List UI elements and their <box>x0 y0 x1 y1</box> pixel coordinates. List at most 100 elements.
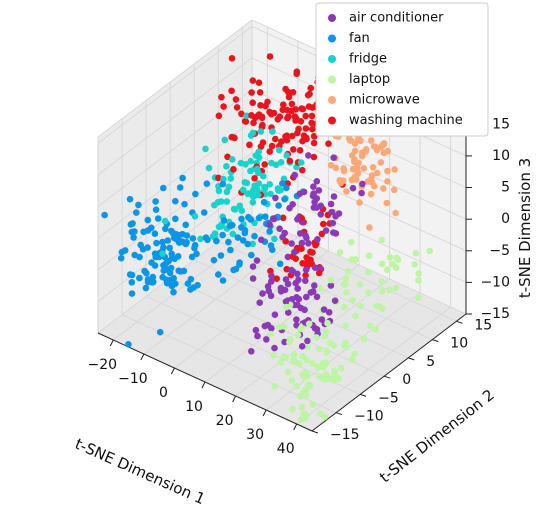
data-point <box>248 251 255 259</box>
data-point <box>380 185 387 192</box>
data-point <box>160 184 167 192</box>
data-point <box>262 102 269 110</box>
data-point <box>160 262 167 269</box>
data-point <box>223 198 231 205</box>
data-point <box>349 297 357 304</box>
data-point <box>125 341 132 348</box>
data-point <box>320 306 328 313</box>
data-point <box>311 198 318 206</box>
data-point <box>133 209 140 216</box>
data-point <box>156 328 164 336</box>
data-point <box>230 205 238 213</box>
data-point <box>168 250 175 258</box>
data-point <box>271 311 279 319</box>
data-point <box>310 153 318 161</box>
data-point <box>297 159 305 166</box>
data-point <box>294 216 301 223</box>
data-point <box>314 236 321 243</box>
data-point <box>172 197 179 205</box>
data-point <box>276 323 283 331</box>
data-point <box>228 87 235 95</box>
data-point <box>305 103 313 110</box>
data-point <box>378 260 386 268</box>
x-axis-label: t-SNE Dimension 1 <box>72 435 208 509</box>
data-point <box>266 181 274 188</box>
y-tick <box>384 375 391 379</box>
data-point <box>255 214 263 222</box>
data-point <box>252 326 260 334</box>
data-points <box>101 53 434 423</box>
data-point <box>164 237 171 244</box>
data-point <box>313 178 321 185</box>
data-point <box>189 235 197 242</box>
data-point <box>325 309 333 316</box>
data-point <box>298 239 306 247</box>
data-point <box>126 195 134 203</box>
data-point <box>305 152 312 159</box>
data-point <box>144 216 152 224</box>
x-tick-label: −10 <box>118 371 148 387</box>
data-point <box>391 166 398 173</box>
data-point <box>179 174 186 182</box>
x-tick-label: 0 <box>159 385 168 401</box>
data-point <box>271 235 278 243</box>
data-point <box>367 176 375 184</box>
data-point <box>220 103 227 110</box>
data-point <box>130 234 137 241</box>
data-point <box>144 227 152 234</box>
data-point <box>345 267 352 275</box>
data-point <box>318 316 326 323</box>
data-point <box>238 110 245 118</box>
x-tick-label: −20 <box>88 357 118 373</box>
data-point <box>296 230 304 237</box>
y-tick <box>311 430 319 434</box>
data-point <box>213 237 220 245</box>
data-point <box>253 165 261 173</box>
data-point <box>231 134 238 142</box>
data-point <box>365 268 372 276</box>
data-point <box>255 79 263 86</box>
data-point <box>223 188 231 196</box>
data-point <box>269 128 276 135</box>
legend-label: washing machine <box>349 113 463 128</box>
data-point <box>251 232 258 240</box>
data-point <box>292 115 300 122</box>
data-point <box>234 234 242 241</box>
data-point <box>414 294 422 301</box>
legend-box <box>315 2 489 137</box>
data-point <box>128 290 136 297</box>
data-point <box>380 141 388 148</box>
data-point <box>288 377 296 384</box>
data-point <box>281 195 288 203</box>
data-point <box>135 201 142 209</box>
legend-marker <box>328 75 336 84</box>
data-point <box>297 325 305 333</box>
data-point <box>302 277 309 285</box>
y-tick-label: −15 <box>330 427 360 443</box>
data-point <box>239 186 247 194</box>
y-axis-line <box>311 313 467 432</box>
data-point <box>268 325 275 332</box>
data-point <box>368 137 375 144</box>
data-point <box>219 231 226 239</box>
data-point <box>248 348 255 355</box>
data-point <box>369 164 377 171</box>
data-point <box>316 410 324 418</box>
data-point <box>349 356 356 364</box>
data-point <box>313 334 320 341</box>
data-point <box>187 275 195 283</box>
data-point <box>304 91 312 99</box>
data-point <box>256 89 264 96</box>
data-point <box>288 100 296 108</box>
data-point <box>263 336 270 343</box>
z-tick-label: −5 <box>489 243 510 259</box>
data-point <box>247 157 254 165</box>
grid-line-z-left <box>97 25 253 144</box>
data-point <box>286 157 294 165</box>
data-point <box>313 204 320 211</box>
data-point <box>215 187 223 195</box>
data-point <box>264 283 272 290</box>
data-point <box>311 282 318 289</box>
data-point <box>282 276 290 283</box>
